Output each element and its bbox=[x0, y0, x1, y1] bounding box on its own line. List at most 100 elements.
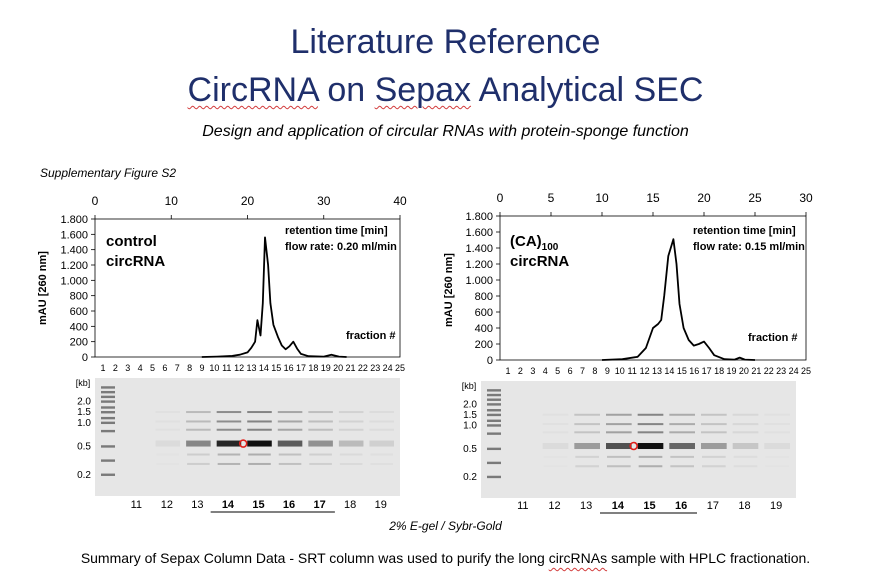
y-tick-label: 1.200 bbox=[60, 260, 88, 272]
gel-band-minor bbox=[669, 423, 695, 426]
x-tick-label: 20 bbox=[241, 194, 255, 208]
gel-kb-tick: 1.0 bbox=[77, 418, 91, 429]
fraction-number: 14 bbox=[664, 366, 674, 376]
y-tick-label: 400 bbox=[70, 321, 88, 333]
gel-image-2: [kb] 2.01.51.0 0.5 0.2 11 12 13 14 15 16 17 18 19 bbox=[462, 381, 796, 514]
gel-lane-number: 15 bbox=[252, 499, 264, 511]
fraction-number: 23 bbox=[776, 366, 786, 376]
gel-band-minor bbox=[733, 465, 758, 468]
y-tick-label: 1.600 bbox=[60, 229, 88, 241]
gel-band-minor bbox=[308, 428, 333, 431]
gel-band-minor bbox=[186, 411, 211, 414]
y-tick-label: 600 bbox=[70, 306, 88, 318]
fraction-number: 9 bbox=[199, 363, 204, 373]
gel-band-minor bbox=[669, 431, 695, 434]
ladder-band bbox=[487, 447, 501, 451]
fraction-axis-label: fraction # bbox=[346, 330, 396, 342]
gel-band-minor bbox=[544, 465, 568, 467]
fraction-number: 2 bbox=[113, 363, 118, 373]
title-word-on: on bbox=[327, 71, 366, 109]
ladder-band bbox=[487, 461, 501, 465]
fraction-number: 12 bbox=[640, 366, 650, 376]
fraction-number: 11 bbox=[627, 366, 636, 376]
fraction-number: 13 bbox=[246, 363, 256, 373]
gel-band-minor bbox=[248, 453, 271, 456]
gel-image-1: [kb] 2.01.51.0 0.5 0.2 11 12 13 14 15 16 17 18 19 bbox=[76, 378, 400, 513]
ladder-band bbox=[101, 473, 115, 476]
fraction-number: 3 bbox=[530, 366, 535, 376]
gel-background bbox=[95, 378, 400, 496]
gel-band-minor bbox=[638, 465, 663, 468]
gel-band-main bbox=[216, 440, 242, 447]
fraction-number: 7 bbox=[580, 366, 585, 376]
fraction-number: 8 bbox=[592, 366, 597, 376]
y-axis-label: mAU [260 nm] bbox=[443, 253, 455, 327]
gel-lane-number: 13 bbox=[191, 499, 203, 511]
gel-lane-number: 12 bbox=[161, 499, 173, 511]
circrna-marker bbox=[238, 439, 248, 448]
fraction-number: 14 bbox=[259, 363, 269, 373]
gel-band-minor bbox=[247, 428, 272, 431]
ladder-band bbox=[101, 411, 115, 414]
sample-label-line1: (CA)100 bbox=[510, 233, 559, 253]
ladder-band bbox=[101, 386, 115, 389]
fraction-number: 20 bbox=[333, 363, 343, 373]
gel-band-main bbox=[542, 443, 569, 450]
fraction-number: 9 bbox=[605, 366, 610, 376]
fraction-number: 16 bbox=[284, 363, 294, 373]
ladder-band bbox=[101, 395, 115, 399]
ladder-band bbox=[101, 445, 115, 448]
ladder-band bbox=[101, 416, 115, 420]
gel-band-minor bbox=[338, 411, 364, 414]
gel-band-minor bbox=[543, 431, 569, 433]
gel-lane-number: 17 bbox=[707, 500, 719, 512]
gel-lane-number: 19 bbox=[770, 500, 782, 512]
gel-band-minor bbox=[574, 423, 600, 426]
gel-lane-number: 18 bbox=[344, 499, 356, 511]
gel-lane-number: 13 bbox=[580, 500, 592, 512]
x-tick-label: 30 bbox=[317, 194, 331, 208]
gel-lane-number: 16 bbox=[675, 500, 687, 512]
gel-kb-tick: 0.2 bbox=[77, 470, 91, 481]
title-word-sepax: Sepax bbox=[374, 71, 472, 109]
supplementary-figure-label: Supplementary Figure S2 bbox=[40, 166, 177, 180]
y-tick-label: 1.600 bbox=[465, 227, 493, 239]
y-tick-label: 1.800 bbox=[60, 214, 88, 226]
gel-background bbox=[481, 381, 796, 498]
fraction-number: 1 bbox=[505, 366, 510, 376]
x-tick-label: 0 bbox=[497, 191, 504, 205]
gel-band-minor bbox=[732, 431, 759, 434]
gel-kb-tick: 2.0 bbox=[463, 399, 477, 410]
gel-band-minor bbox=[543, 414, 569, 416]
ladder-band bbox=[487, 393, 501, 397]
x-tick-label: 0 bbox=[92, 194, 99, 208]
gel-lane-number: 14 bbox=[612, 500, 625, 512]
gel-band-minor bbox=[764, 414, 790, 416]
gel-band-minor bbox=[157, 463, 180, 465]
y-tick-label: 1.200 bbox=[465, 259, 493, 271]
gel-band-minor bbox=[670, 455, 694, 458]
ladder-band bbox=[487, 398, 501, 401]
gel-band-minor bbox=[370, 463, 393, 465]
gel-band-minor bbox=[764, 423, 790, 425]
gel-band-main bbox=[764, 443, 790, 450]
gel-band-minor bbox=[637, 413, 664, 416]
fraction-number: 25 bbox=[395, 363, 405, 373]
gel-band-minor bbox=[216, 428, 242, 431]
gel-band-minor bbox=[339, 453, 363, 456]
gel-band-minor bbox=[338, 428, 364, 431]
gel-band-minor bbox=[217, 453, 241, 456]
gel-band-minor bbox=[544, 456, 568, 458]
fraction-number: 17 bbox=[702, 366, 712, 376]
fraction-number: 2 bbox=[518, 366, 523, 376]
gel-band-minor bbox=[702, 455, 726, 458]
gel-lane-number: 11 bbox=[517, 500, 528, 512]
gel-kb-tick: 2.0 bbox=[77, 397, 91, 408]
summary-circrnas: circRNAs bbox=[548, 550, 608, 566]
y-tick-label: 0 bbox=[82, 352, 88, 364]
gel-band-minor bbox=[186, 428, 211, 431]
x-tick-label: 10 bbox=[165, 194, 179, 208]
gel-band-minor bbox=[764, 431, 790, 433]
gel-band-minor bbox=[309, 453, 332, 456]
